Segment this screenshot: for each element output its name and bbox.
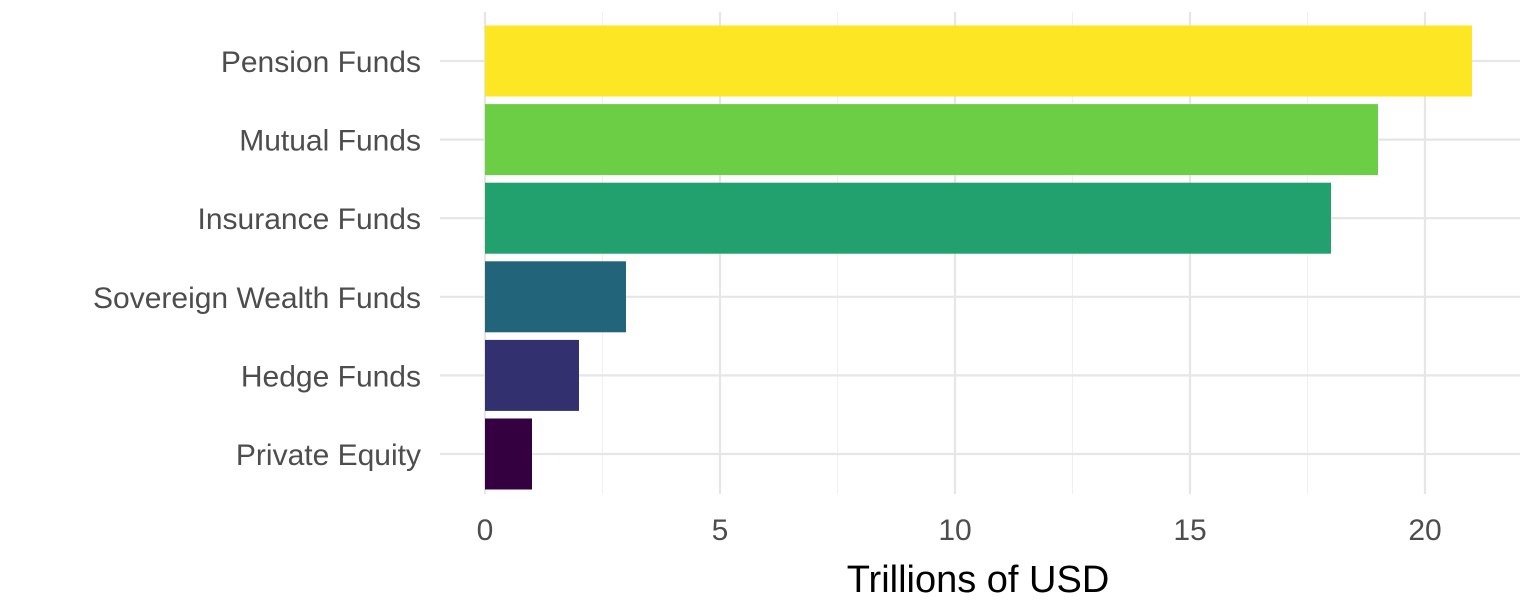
x-axis-title: Trillions of USD	[847, 559, 1110, 601]
bar	[485, 182, 1331, 254]
bar	[485, 25, 1472, 97]
bar	[485, 261, 626, 333]
x-tick-label: 0	[477, 514, 494, 547]
y-tick-label: Mutual Funds	[239, 125, 421, 158]
bars	[485, 25, 1472, 490]
y-tick-label: Pension Funds	[221, 46, 421, 79]
bar	[485, 418, 532, 490]
y-axis-labels: Pension Funds Mutual Funds Insurance Funds…	[93, 46, 421, 472]
x-tick-label: 5	[712, 514, 729, 547]
y-tick-label: Private Equity	[236, 439, 421, 472]
y-tick-label: Sovereign Wealth Funds	[93, 282, 421, 315]
x-tick-label: 10	[938, 514, 971, 547]
x-axis-labels: 0 5 10 15 20	[477, 514, 1442, 547]
y-tick-label: Hedge Funds	[241, 360, 421, 393]
y-tick-label: Insurance Funds	[198, 203, 421, 236]
x-tick-label: 20	[1408, 514, 1441, 547]
x-tick-label: 15	[1173, 514, 1206, 547]
bar	[485, 339, 579, 411]
bar	[485, 104, 1378, 176]
